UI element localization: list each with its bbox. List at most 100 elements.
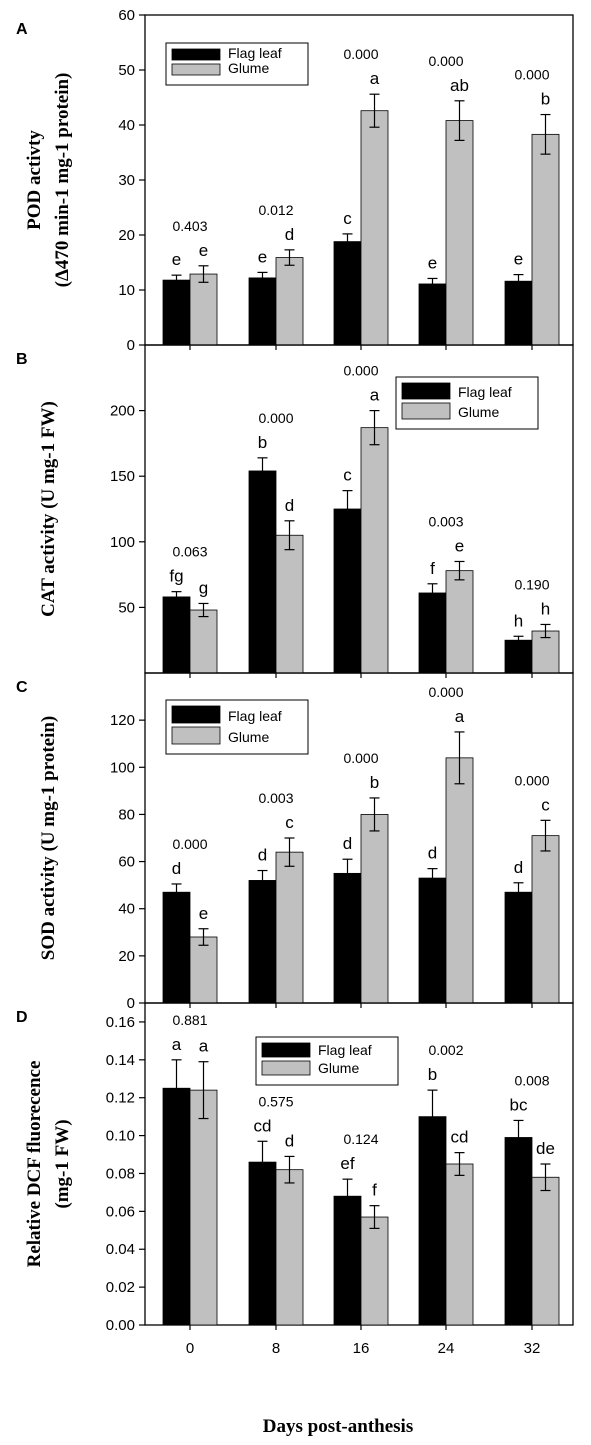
p-value: 0.003 [258, 790, 293, 806]
error-bar [540, 819, 551, 852]
bar-glume [275, 1169, 304, 1326]
error-bar [284, 1155, 295, 1184]
error-bar [257, 271, 268, 284]
significance-letter: d [285, 225, 294, 244]
bar-glume [189, 1089, 218, 1326]
y-tick-label: 0.00 [106, 1317, 135, 1334]
significance-letter: e [514, 250, 523, 269]
error-bar [513, 635, 524, 645]
legend: Flag leaf Glume [255, 1036, 399, 1086]
y-tick-label: 60 [118, 7, 135, 24]
significance-letter: cd [254, 1116, 272, 1135]
p-value: 0.000 [343, 363, 378, 379]
panel-letter: C [16, 679, 28, 696]
bar-flag-leaf [333, 1195, 362, 1326]
error-bar [369, 93, 380, 128]
y-tick-label: 0.12 [106, 1090, 135, 1107]
legend-swatch-glume [171, 726, 221, 745]
p-value: 0.063 [172, 544, 207, 560]
p-value: 0.000 [514, 772, 549, 788]
significance-letter: b [370, 773, 379, 792]
bar-glume [360, 814, 389, 1004]
significance-letter: d [428, 844, 437, 863]
p-value: 0.881 [172, 1012, 207, 1028]
significance-letter: c [343, 209, 352, 228]
y-tick-label: 0.10 [106, 1128, 135, 1145]
y-tick-label: 200 [110, 403, 135, 420]
bar-glume [445, 120, 474, 346]
error-bar [342, 490, 353, 528]
bar-glume [275, 534, 304, 674]
p-value: 0.575 [258, 1093, 293, 1109]
y-tick-label: 30 [118, 172, 135, 189]
significance-letter: c [541, 795, 550, 814]
bar-glume [445, 1163, 474, 1326]
x-tick-label: 0 [186, 1340, 194, 1357]
bar-flag-leaf [162, 279, 191, 346]
y-axis-label: SOD activity (U mg-1 protein) [38, 716, 59, 961]
p-value: 0.000 [428, 53, 463, 69]
y-tick-label: 0.08 [106, 1165, 135, 1182]
significance-letter: d [514, 858, 523, 877]
bar-flag-leaf [248, 277, 277, 346]
p-value: 0.000 [428, 684, 463, 700]
bar-flag-leaf [504, 280, 533, 346]
significance-letter: e [172, 250, 181, 269]
y-tick-label: 100 [110, 759, 135, 776]
significance-letter: ab [450, 76, 469, 95]
significance-letter: a [370, 386, 380, 405]
legend-label: Glume [228, 60, 269, 76]
significance-letter: b [541, 90, 550, 109]
panel-a: A 0 10 20 30 40 50 60 POD activty (Δ470 min-1 mg-… [16, 7, 574, 354]
x-tick-label: 32 [524, 1340, 541, 1357]
y-axis-label: (mg-1 FW) [52, 1119, 73, 1208]
y-tick-label: 40 [118, 117, 135, 134]
y-tick-label: 60 [118, 854, 135, 871]
error-bar [198, 265, 209, 283]
y-tick-label: 40 [118, 901, 135, 918]
p-value: 0.190 [514, 576, 549, 592]
x-axis-label: Days post-anthesis [263, 1416, 413, 1437]
bar-glume [445, 757, 474, 1004]
y-tick-label: 0 [127, 337, 135, 354]
error-bar [171, 883, 182, 902]
significance-letter: a [370, 69, 380, 88]
y-axis-label: (Δ470 min-1 mg-1 protein) [52, 73, 73, 288]
error-bar [342, 858, 353, 889]
significance-letter: g [199, 578, 208, 597]
significance-letter: d [285, 496, 294, 515]
legend-label: Flag leaf [318, 1042, 372, 1058]
significance-letter: d [285, 1131, 294, 1150]
error-bar [513, 274, 524, 289]
error-bar [427, 868, 438, 889]
error-bar [257, 1140, 268, 1184]
significance-letter: de [536, 1139, 555, 1158]
error-bar [342, 1178, 353, 1214]
significance-letter: cd [451, 1128, 469, 1147]
legend-label: Glume [228, 729, 269, 745]
bar-flag-leaf [418, 592, 447, 674]
significance-letter: d [343, 834, 352, 853]
significance-letter: d [258, 846, 267, 865]
bar-glume [531, 133, 560, 346]
significance-letter: a [199, 1037, 209, 1056]
bar-flag-leaf [248, 880, 277, 1004]
error-bar [171, 1059, 182, 1118]
error-bar [454, 1152, 465, 1176]
significance-letter: h [541, 599, 550, 618]
p-value: 0.003 [428, 513, 463, 529]
bar-glume [360, 110, 389, 346]
y-tick-label: 0.14 [106, 1052, 135, 1069]
legend-label: Glume [318, 1060, 359, 1076]
significance-letter: fg [169, 567, 183, 586]
y-tick-label: 120 [110, 712, 135, 729]
bar-glume [189, 936, 218, 1004]
p-value: 0.012 [258, 202, 293, 218]
legend-label: Flag leaf [458, 384, 512, 400]
significance-letter: b [258, 433, 267, 452]
significance-letter: a [172, 1035, 182, 1054]
error-bar [427, 583, 438, 603]
panel-d: D 0.00 0.02 0.04 0.06 0.08 0.10 0.12 0.14 0.16 0 8 1… [16, 1002, 574, 1357]
